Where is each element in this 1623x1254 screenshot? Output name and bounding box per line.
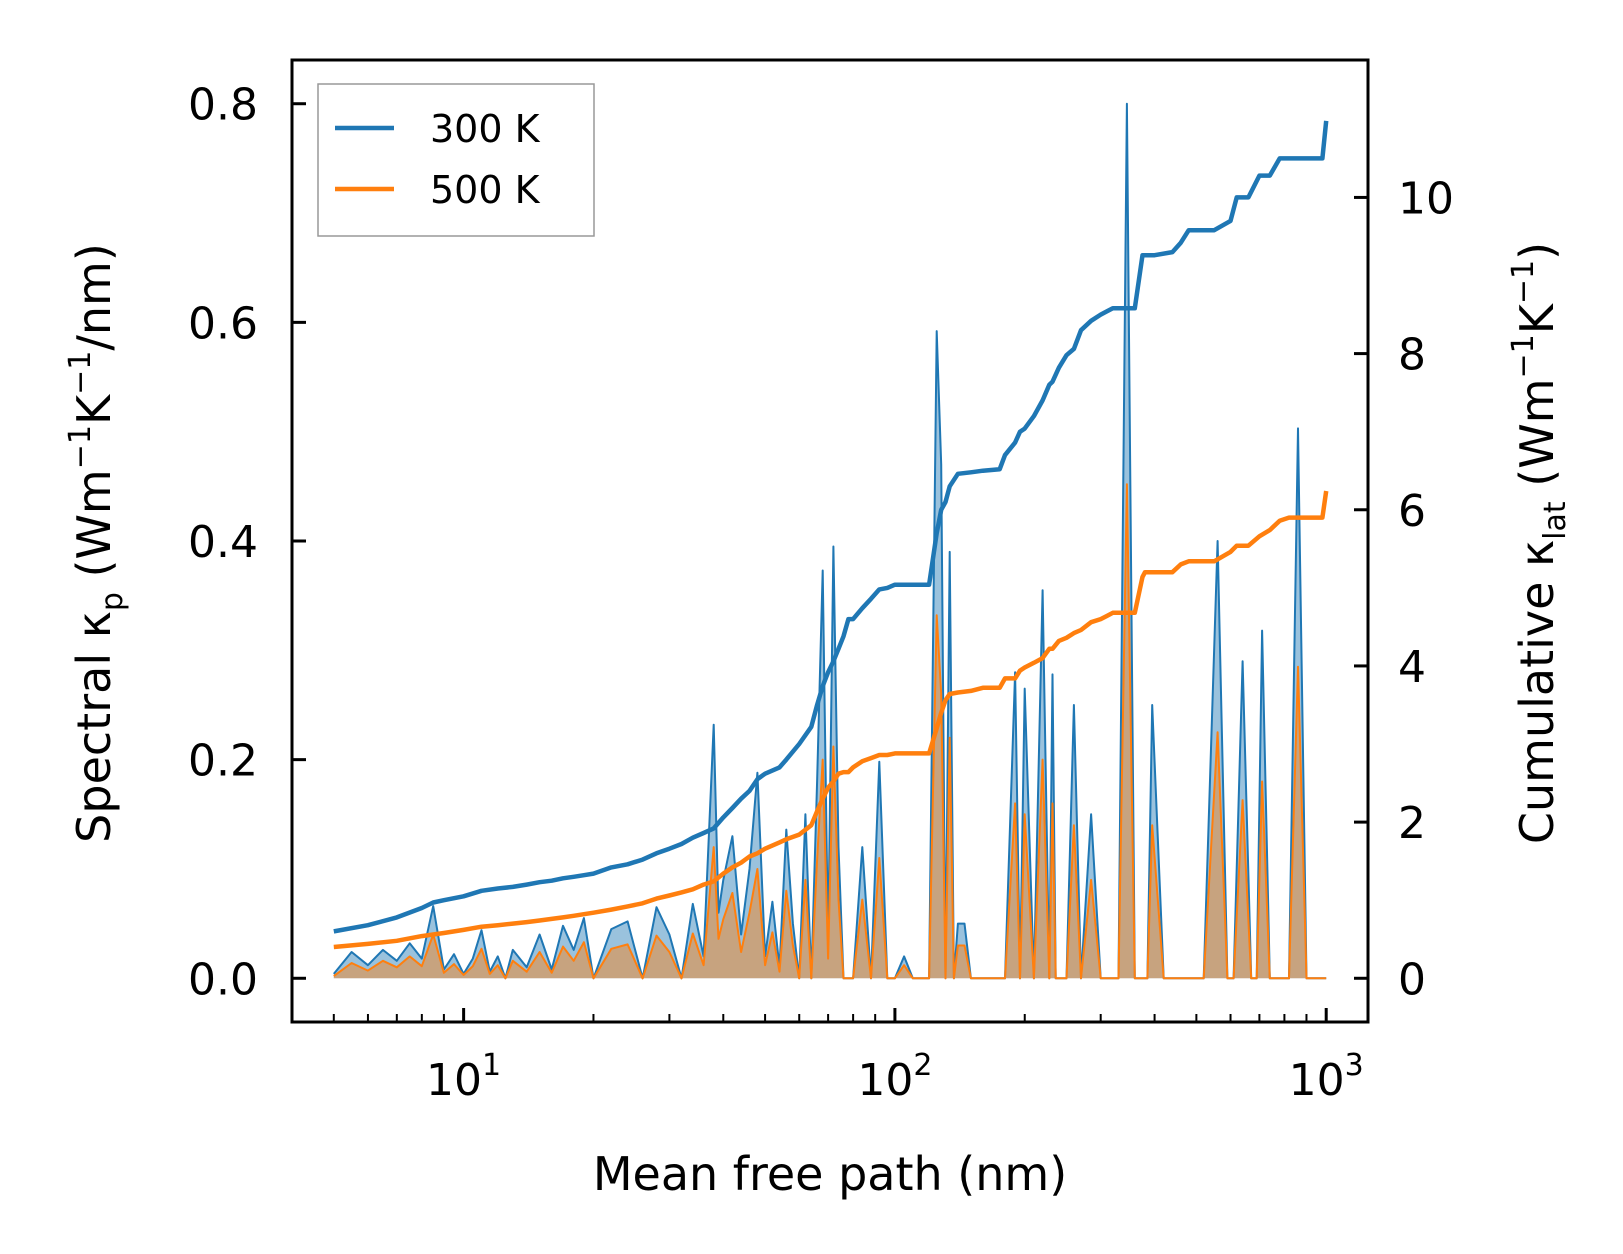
x-tick-label: 101 xyxy=(426,1048,501,1106)
y-right-tick-labels: 0 2 4 6 8 10 xyxy=(1398,173,1454,1005)
x-axis-title: Mean free path (nm) xyxy=(593,1147,1067,1201)
y-right-tick-label: 6 xyxy=(1398,486,1426,537)
y-right-tick-label: 0 xyxy=(1398,954,1426,1005)
y-right-tick-label: 2 xyxy=(1398,798,1426,849)
ticks-layer xyxy=(291,102,1368,1022)
y-left-tick-label: 0.4 xyxy=(188,517,258,568)
legend-box xyxy=(317,83,595,237)
spectral-500K-area xyxy=(333,484,1327,979)
y-left-tick-label: 0.6 xyxy=(188,298,258,349)
y-right-tick-label: 4 xyxy=(1398,642,1426,693)
cumulative-500K-line xyxy=(333,490,1329,950)
legend: 300 K 500 K xyxy=(317,83,595,237)
cumulative-layer xyxy=(333,120,1329,950)
y-left-tick-label: 0.2 xyxy=(188,736,258,787)
legend-label-500K: 500 K xyxy=(430,168,541,212)
y-left-tick-label: 0.8 xyxy=(188,80,258,131)
cumulative-300K-line xyxy=(333,120,1329,934)
legend-label-300K: 300 K xyxy=(430,107,541,151)
spectral-layer xyxy=(333,102,1327,980)
y-left-axis-title: Spectral κp (Wm−1K−1/nm) xyxy=(63,243,130,843)
y-left-tick-labels: 0.0 0.2 0.4 0.6 0.8 xyxy=(188,80,258,1006)
y-right-tick-label: 10 xyxy=(1398,173,1454,224)
y-left-tick-label: 0.0 xyxy=(188,954,258,1005)
plot-area xyxy=(333,102,1329,980)
x-tick-label: 102 xyxy=(857,1048,932,1106)
spectral-500K-line xyxy=(333,483,1327,980)
x-tick-labels: 101 102 103 xyxy=(426,1048,1364,1106)
y-right-tick-label: 8 xyxy=(1398,330,1426,381)
x-tick-label: 103 xyxy=(1289,1048,1364,1106)
y-right-axis-title: Cumulative κlat (Wm−1K−1) xyxy=(1506,242,1573,844)
